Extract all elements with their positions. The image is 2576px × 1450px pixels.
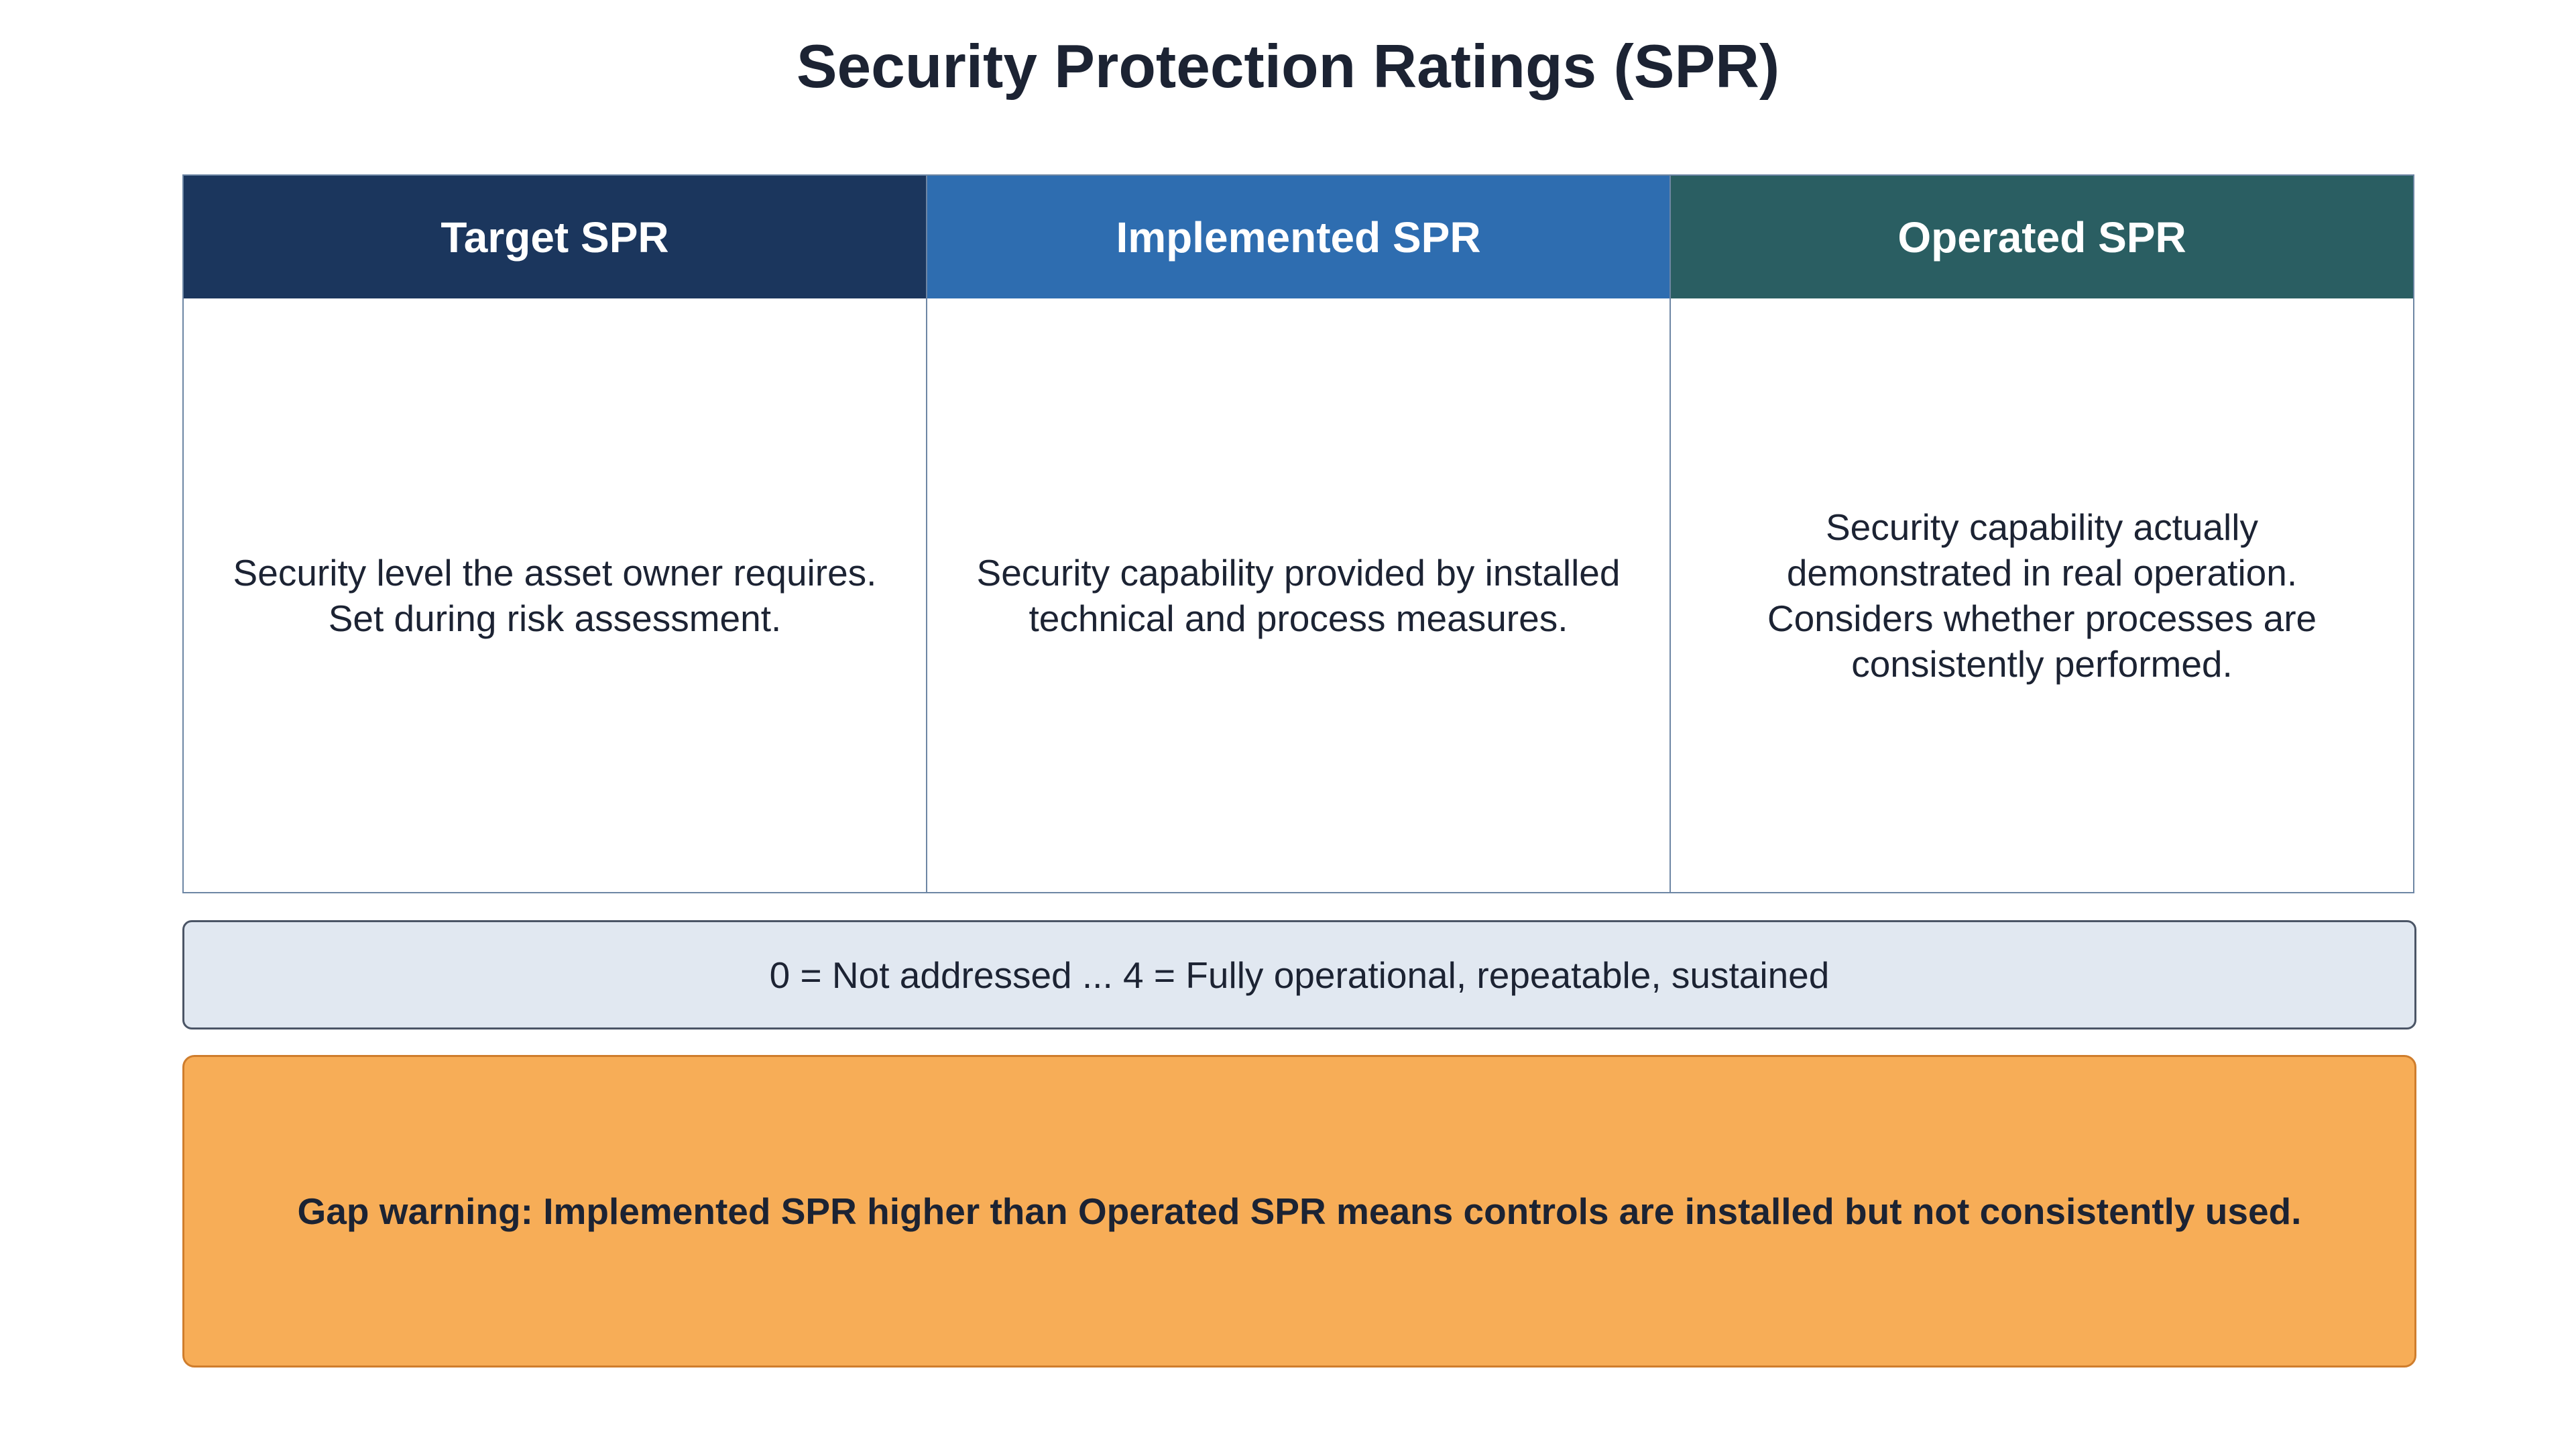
description-line: demonstrated in real operation. — [1786, 551, 2298, 594]
implemented-spr-column: Implemented SPR Security capability prov… — [926, 174, 1671, 893]
implemented-spr-header: Implemented SPR — [927, 176, 1670, 298]
description-line: Security capability actually — [1825, 506, 2258, 548]
target-spr-column: Target SPR Security level the asset owne… — [182, 174, 927, 893]
description-line: Set during risk assessment. — [328, 597, 782, 639]
spr-columns: Target SPR Security level the asset owne… — [182, 174, 2416, 893]
description-line: technical and process measures. — [1029, 597, 1568, 639]
target-spr-description: Security level the asset owner requires.… — [184, 298, 926, 892]
page-title: Security Protection Ratings (SPR) — [796, 33, 1780, 101]
operated-spr-description: Security capability actually demonstrate… — [1671, 298, 2413, 892]
rating-scale-text: 0 = Not addressed ... 4 = Fully operatio… — [769, 954, 1830, 996]
description-line: consistently performed. — [1851, 643, 2233, 685]
operated-spr-column: Operated SPR Security capability actuall… — [1670, 174, 2414, 893]
rating-scale-box: 0 = Not addressed ... 4 = Fully operatio… — [182, 920, 2416, 1029]
description-line: Security capability provided by installe… — [976, 551, 1621, 594]
implemented-spr-description: Security capability provided by installe… — [927, 298, 1670, 892]
operated-spr-header: Operated SPR — [1671, 176, 2413, 298]
target-spr-header: Target SPR — [184, 176, 926, 298]
description-line: Security level the asset owner requires. — [233, 551, 877, 594]
gap-warning-box: Gap warning: Implemented SPR higher than… — [182, 1055, 2416, 1368]
gap-warning-text: Gap warning: Implemented SPR higher than… — [297, 1190, 2302, 1232]
description-line: Considers whether processes are — [1767, 597, 2317, 639]
